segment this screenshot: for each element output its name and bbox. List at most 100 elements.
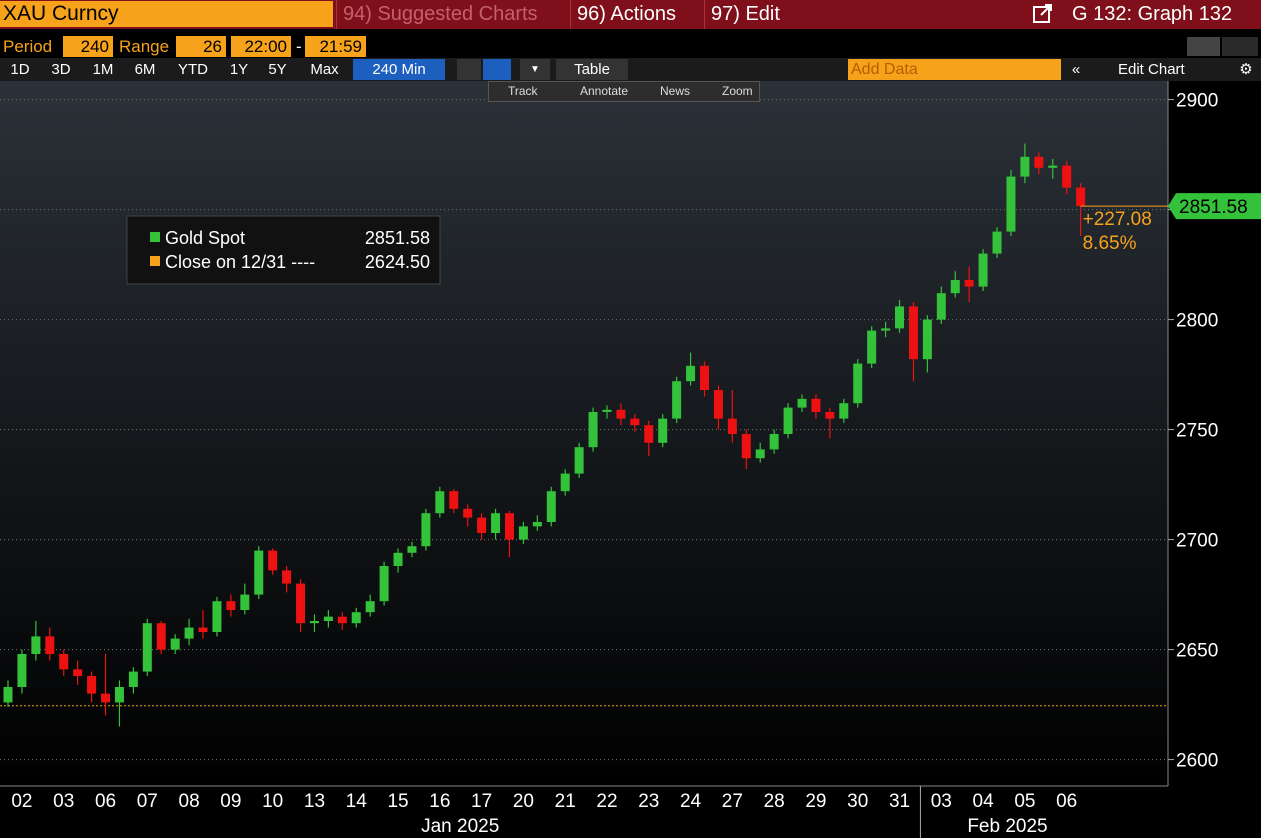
x-tick-label: 23 bbox=[638, 791, 659, 812]
range-button[interactable]: 3D bbox=[41, 59, 81, 80]
x-tick-label: 27 bbox=[722, 791, 743, 812]
x-tick-label: 08 bbox=[179, 791, 200, 812]
candle-type[interactable] bbox=[483, 59, 511, 80]
candle-body bbox=[1006, 176, 1016, 232]
range-button[interactable]: Max bbox=[298, 59, 351, 80]
x-tick-label: 09 bbox=[220, 791, 241, 812]
candle-body bbox=[895, 306, 905, 329]
range-button[interactable]: 1M bbox=[83, 59, 123, 80]
candle-body bbox=[393, 552, 403, 566]
collapse[interactable]: « bbox=[1071, 61, 1081, 78]
candle-body bbox=[435, 491, 445, 514]
candle-body bbox=[825, 412, 835, 419]
menu[interactable]: 96) Actions bbox=[570, 0, 702, 29]
candle-body bbox=[741, 434, 751, 459]
candle-body bbox=[212, 601, 222, 632]
candle-body bbox=[867, 330, 877, 364]
tool-button[interactable]: Zoom bbox=[722, 84, 753, 98]
candle-body bbox=[644, 425, 654, 443]
plot-area bbox=[0, 81, 1168, 786]
candle-body bbox=[532, 522, 542, 527]
tool-button[interactable]: Annotate bbox=[580, 84, 629, 98]
x-tick-label: 22 bbox=[596, 791, 617, 812]
candle-body bbox=[128, 671, 138, 687]
range-button[interactable]: YTD bbox=[167, 59, 219, 80]
candle-body bbox=[839, 403, 849, 419]
tools-bar bbox=[488, 81, 760, 102]
candle-body bbox=[87, 676, 97, 694]
line-type[interactable] bbox=[457, 59, 481, 80]
month-label: Feb 2025 bbox=[967, 816, 1047, 837]
candle-body bbox=[811, 398, 821, 412]
y-tick-label: 2600 bbox=[1176, 751, 1218, 772]
tool-button[interactable]: Track bbox=[508, 84, 538, 98]
candle-body bbox=[337, 616, 347, 624]
x-tick-label: 17 bbox=[471, 791, 492, 812]
edit-chart[interactable]: Edit Chart bbox=[1118, 61, 1185, 78]
candle-body bbox=[783, 407, 793, 434]
candle-body bbox=[477, 517, 487, 533]
graph-title[interactable]: G 132: Graph 132 bbox=[1072, 3, 1233, 25]
dropdown[interactable]: ▼ bbox=[520, 59, 550, 80]
candle-body bbox=[658, 418, 668, 443]
menu[interactable]: 97) Edit bbox=[704, 0, 802, 29]
range-button[interactable]: 1D bbox=[0, 59, 40, 80]
candle-body bbox=[574, 447, 584, 474]
candle-body bbox=[3, 687, 13, 703]
start-field[interactable]: 22:00 bbox=[231, 36, 291, 57]
chart: 2600265027002750280028502900020306070809… bbox=[0, 81, 1261, 838]
range-field[interactable]: 26 bbox=[176, 36, 226, 57]
x-tick-label: 03 bbox=[53, 791, 74, 812]
range-button[interactable]: 240 Min bbox=[353, 59, 445, 80]
candle-body bbox=[240, 594, 250, 610]
undo[interactable] bbox=[1187, 37, 1220, 56]
x-tick-label: 10 bbox=[262, 791, 283, 812]
legend-swatch bbox=[150, 232, 160, 242]
x-tick-label: 14 bbox=[346, 791, 368, 812]
end-field[interactable]: 21:59 bbox=[305, 36, 366, 57]
settings[interactable]: ⚙ bbox=[1239, 61, 1253, 78]
menu[interactable]: 94) Suggested Charts bbox=[336, 0, 568, 29]
candle-body bbox=[1076, 187, 1086, 207]
tool-button[interactable]: News bbox=[660, 84, 691, 98]
candle-body bbox=[268, 550, 278, 571]
range-button[interactable]: 5Y bbox=[259, 59, 296, 80]
candle-body bbox=[491, 513, 501, 533]
label: Range bbox=[119, 37, 170, 56]
candle-body bbox=[114, 687, 124, 703]
candle-body bbox=[184, 627, 194, 639]
period-field[interactable]: 240 bbox=[63, 36, 113, 57]
legend-value: 2624.50 bbox=[365, 252, 430, 272]
candle-body bbox=[700, 365, 709, 390]
candle-body bbox=[602, 409, 612, 412]
label: Period bbox=[3, 37, 53, 56]
launch-icon[interactable] bbox=[1032, 4, 1054, 24]
candle-body bbox=[881, 328, 891, 331]
x-tick-label: 03 bbox=[931, 791, 952, 812]
candle-body bbox=[198, 627, 208, 632]
candle-body bbox=[73, 669, 83, 676]
candle-body bbox=[672, 381, 682, 419]
candle-body bbox=[908, 306, 918, 360]
candle-body bbox=[365, 601, 375, 613]
candle-body bbox=[226, 601, 236, 610]
add-data[interactable]: Add Data bbox=[848, 59, 1061, 80]
security-field[interactable]: XAU Curncy bbox=[0, 1, 333, 27]
change-label: +227.08 bbox=[1083, 209, 1152, 230]
candle-body bbox=[936, 293, 946, 320]
range-button[interactable]: 1Y bbox=[221, 59, 257, 80]
candle-body bbox=[797, 398, 807, 408]
candle-body bbox=[463, 508, 473, 518]
y-tick-label: 2650 bbox=[1176, 641, 1218, 662]
candle-body bbox=[853, 363, 863, 404]
candle-body bbox=[142, 623, 152, 672]
price-tag-label: 2851.58 bbox=[1179, 197, 1248, 218]
table-button[interactable]: Table bbox=[556, 59, 628, 80]
candle-body bbox=[45, 636, 55, 654]
range-button[interactable]: 6M bbox=[125, 59, 165, 80]
x-tick-label: 24 bbox=[680, 791, 702, 812]
redo[interactable] bbox=[1222, 37, 1258, 56]
candle-body bbox=[964, 280, 974, 287]
x-tick-label: 06 bbox=[95, 791, 116, 812]
candle-body bbox=[1020, 156, 1030, 177]
